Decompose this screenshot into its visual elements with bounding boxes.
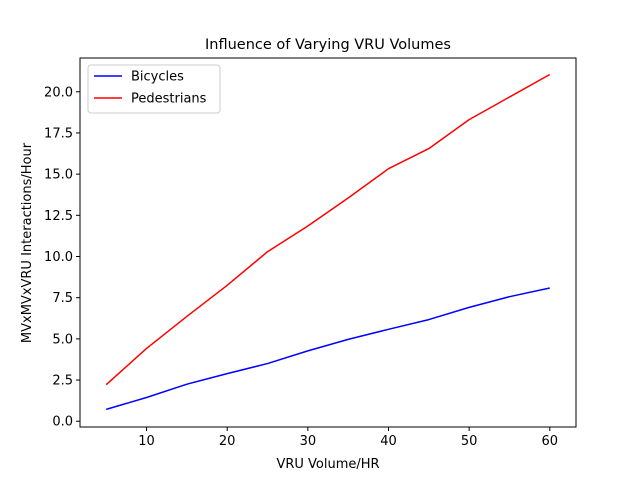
x-axis-label: VRU Volume/HR: [276, 457, 379, 472]
y-tick-label: 15.0: [44, 168, 73, 183]
y-tick-label: 0.0: [52, 415, 73, 430]
x-tick-label: 30: [300, 434, 317, 449]
y-tick-label: 17.5: [44, 126, 73, 141]
chart-title: Influence of Varying VRU Volumes: [205, 37, 451, 53]
x-tick-label: 60: [542, 434, 559, 449]
x-tick-label: 40: [380, 434, 397, 449]
y-tick-label: 12.5: [44, 209, 73, 224]
y-tick-label: 5.0: [52, 332, 73, 347]
y-tick-label: 7.5: [52, 291, 73, 306]
plot-area-frame: [79, 57, 577, 428]
y-axis-label: MVxMVxVRU Interactions/Hour: [20, 142, 35, 343]
legend-box: [87, 64, 221, 114]
y-tick-label: 2.5: [52, 374, 73, 389]
series-line-0: [105, 287, 550, 411]
y-tick-label: 20.0: [44, 85, 73, 100]
series-lines: [105, 73, 551, 411]
legend: Bicycles Pedestrians: [87, 64, 221, 114]
x-tick-label: 20: [219, 434, 236, 449]
legend-label: Pedestrians: [131, 92, 207, 107]
legend-label: Bicycles: [131, 70, 184, 85]
y-tick-label: 10.0: [44, 250, 73, 265]
axis-ticks: 10 20 30 40 50 60 0.0 2.5 5.0 7.5 10.0 12.5 15.0 17.5…: [44, 85, 558, 449]
x-tick-label: 50: [461, 434, 478, 449]
x-tick-label: 10: [138, 434, 155, 449]
series-line-1: [105, 73, 551, 386]
